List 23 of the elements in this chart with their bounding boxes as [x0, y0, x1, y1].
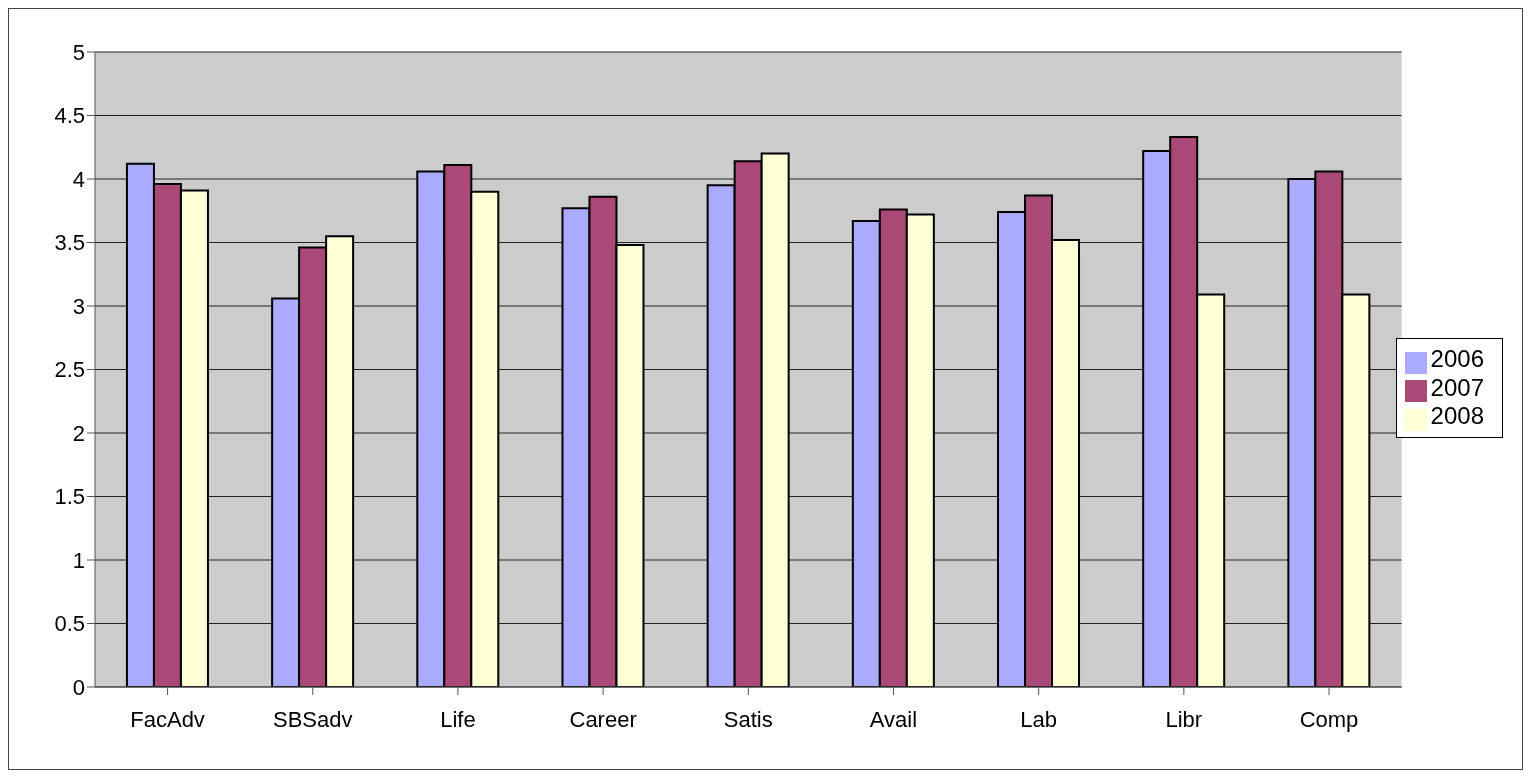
x-tick-label: Comp — [1299, 706, 1359, 732]
y-tick-label: 2 — [72, 420, 85, 446]
legend-label: 2007 — [1430, 373, 1484, 401]
x-tick-label: Career — [569, 706, 637, 732]
x-tick-label: Satis — [723, 706, 773, 732]
y-tick-label: 1 — [72, 547, 85, 573]
x-tick-label: Lab — [1020, 706, 1058, 732]
y-tick-label: 0.5 — [54, 611, 85, 637]
y-tick-label: 3.5 — [54, 230, 85, 256]
y-tick-label: 4.5 — [54, 103, 85, 129]
y-tick-label: 3 — [72, 293, 85, 319]
y-tick-label: 1.5 — [54, 484, 85, 510]
legend-label: 2008 — [1430, 402, 1484, 430]
y-tick-label: 2.5 — [54, 357, 85, 383]
x-tick-label: Avail — [869, 706, 918, 732]
x-tick-label: Libr — [1165, 706, 1203, 732]
legend-label: 2006 — [1430, 344, 1484, 372]
y-tick-label: 5 — [72, 39, 85, 65]
y-tick-label: 0 — [72, 674, 85, 700]
x-tick-label: FacAdv — [130, 706, 205, 732]
x-tick-label: Life — [440, 706, 476, 732]
x-tick-label: SBSadv — [273, 706, 353, 732]
y-tick-label: 4 — [72, 166, 85, 192]
